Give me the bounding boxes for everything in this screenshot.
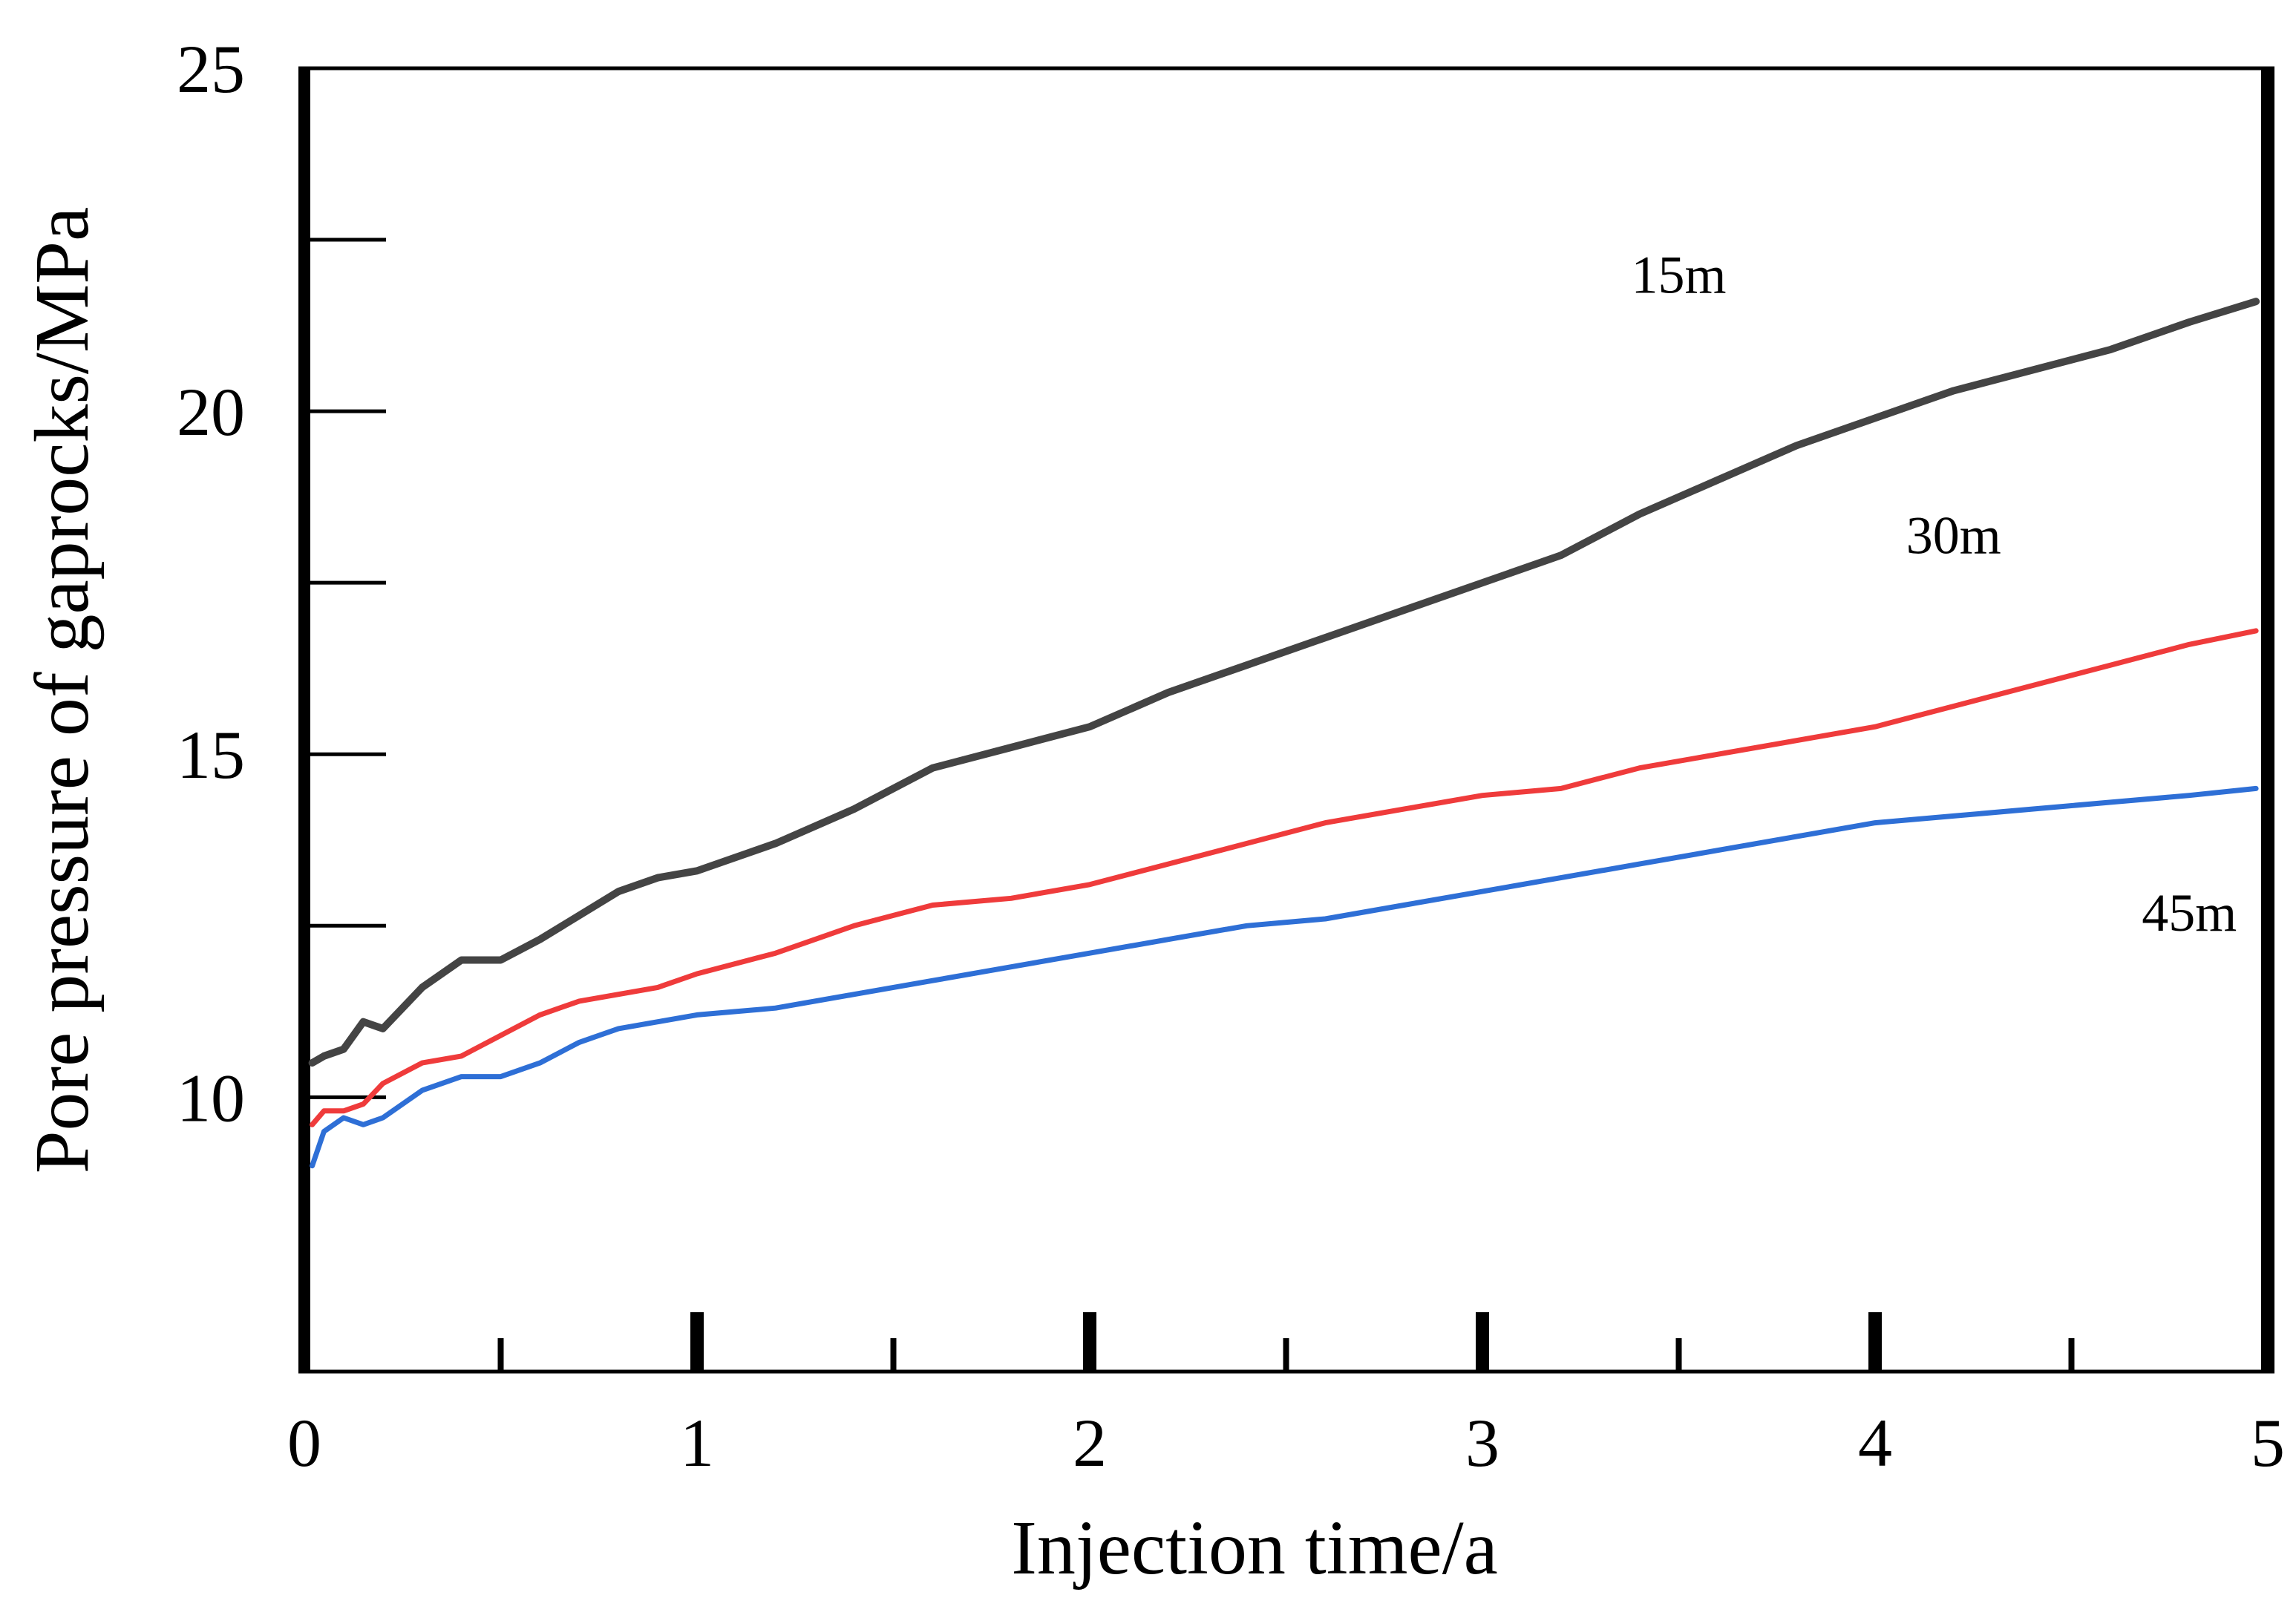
y-axis-title: Pore pressure of gaprocks/MPa (19, 207, 105, 1174)
plot-frame (298, 66, 2274, 1374)
series-line-15m (308, 298, 2260, 1067)
y-axis-ticks: 10 15 20 25 (177, 31, 386, 1136)
x-tick-label: 2 (1073, 1405, 1107, 1481)
series-line-45m (310, 785, 2259, 1169)
x-tick-label: 1 (680, 1405, 714, 1481)
series-line-30m (310, 628, 2259, 1127)
x-axis-ticks: 0 1 2 3 4 5 (287, 1312, 2285, 1481)
y-tick-label: 25 (177, 31, 245, 107)
series-label-30m: 30m (1906, 505, 2001, 565)
y-tick-label: 20 (177, 374, 245, 450)
x-axis-title: Injection time/a (1011, 1505, 1498, 1591)
series-label-45m: 45m (2142, 883, 2237, 943)
x-tick-label: 0 (287, 1405, 321, 1481)
series-label-15m: 15m (1631, 245, 1726, 304)
y-tick-label: 15 (177, 717, 245, 793)
series-annotations: 15m 30m 45m (1631, 245, 2237, 943)
x-tick-label: 5 (2251, 1405, 2285, 1481)
x-tick-label: 4 (1858, 1405, 1892, 1481)
y-tick-label: 10 (177, 1060, 245, 1136)
x-tick-label: 3 (1465, 1405, 1499, 1481)
series-lines (308, 298, 2260, 1169)
